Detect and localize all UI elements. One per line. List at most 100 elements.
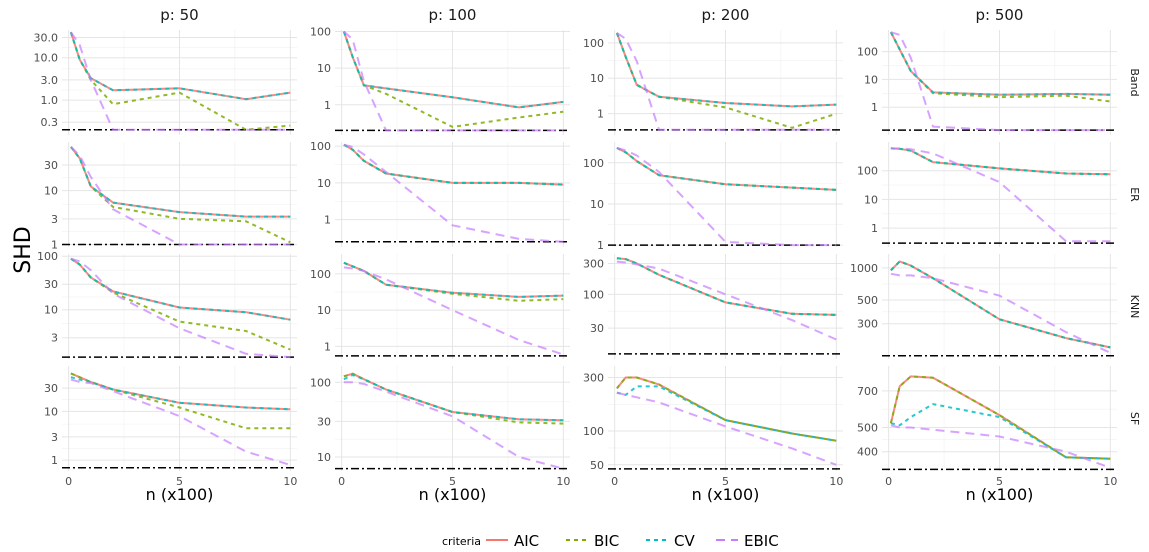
series-line-ebic <box>890 424 1111 469</box>
panel-p-500-er: 1 10 100 <box>857 142 1117 247</box>
y-tick-label: 1 <box>597 239 604 252</box>
y-tick-label: 30 <box>590 322 604 335</box>
x-axis-title-col2: n (x100) <box>419 485 487 504</box>
legend-item-bic: BIC <box>566 532 619 550</box>
row-strip-sf: SF <box>1128 412 1141 425</box>
legend-item-ebic: EBIC <box>716 532 779 550</box>
series-line-ebic <box>70 31 291 131</box>
panel-p-200-er: 1 10 100 <box>583 142 843 252</box>
y-tick-label: 30.0 <box>34 31 59 44</box>
column-strip-p-500: p: 500 <box>976 6 1024 24</box>
panels-layer: 0.31.03.010.030.011010011010011010013103… <box>34 6 1142 488</box>
series-line-aic <box>615 32 837 108</box>
series-line-bic <box>890 260 1111 349</box>
x-tick-label: 5 <box>176 475 183 488</box>
panel-p-50-band: 0.3 1.0 3.0 10.0 30.0 <box>34 30 297 135</box>
series-line-cv <box>69 31 291 101</box>
y-tick-label: 1 <box>597 108 604 121</box>
legend-label-cv: CV <box>674 532 695 550</box>
row-strip-er: ER <box>1128 187 1141 202</box>
series-line-bic <box>342 31 564 128</box>
y-tick-label: 100 <box>583 37 604 50</box>
series-line-ebic <box>890 31 1111 132</box>
y-tick-label: 3.0 <box>41 74 59 87</box>
series-line-cv <box>615 32 837 108</box>
series-line-ebic <box>70 257 291 359</box>
y-tick-label: 0.3 <box>41 116 59 129</box>
series-line-bic <box>70 372 291 430</box>
series-line-ebic <box>890 147 1111 243</box>
series-line-bic <box>889 375 1111 460</box>
series-line-cv <box>343 261 564 298</box>
x-tick-label: 5 <box>449 475 456 488</box>
y-tick-label: 10 <box>317 62 331 75</box>
series-line-bic <box>70 257 291 351</box>
x-tick-label: 0 <box>611 475 618 488</box>
series-line-cv <box>70 376 291 411</box>
y-tick-label: 100 <box>310 26 331 39</box>
y-tick-label: 10 <box>864 193 878 206</box>
y-tick-label: 10 <box>44 405 58 418</box>
y-tick-label: 1 <box>324 99 331 112</box>
series-line-bic <box>343 372 564 425</box>
panel-p-200-band: 1 10 100 <box>583 30 843 135</box>
y-tick-label: 10 <box>864 73 878 86</box>
y-tick-label: 3 <box>51 213 58 226</box>
panel-p-50-sf: 1 3 10 30 0 5 10 <box>44 366 297 488</box>
y-tick-label: 30 <box>44 159 58 172</box>
y-tick-label: 1.0 <box>41 94 59 107</box>
series-line-bic <box>70 146 291 244</box>
column-strip-p-100: p: 100 <box>429 6 477 24</box>
panel-p-100-er: 1 10 100 <box>310 140 570 247</box>
series-line-cv <box>616 147 837 191</box>
y-tick-label: 100 <box>310 140 331 153</box>
series-line-aic <box>342 31 564 109</box>
y-tick-label: 100 <box>583 288 604 301</box>
legend: criteria AIC BIC CV EBIC <box>442 532 779 550</box>
y-tick-label: 1 <box>324 214 331 227</box>
series-line-aic <box>70 257 291 321</box>
y-tick-label: 500 <box>857 294 878 307</box>
y-tick-label: 10.0 <box>34 52 59 65</box>
y-tick-label: 10 <box>317 177 331 190</box>
series-line-aic <box>70 372 291 411</box>
y-tick-label: 100 <box>583 425 604 438</box>
row-strip-band: Band <box>1128 68 1141 96</box>
series-line-aic <box>890 260 1111 349</box>
panel-p-500-band: 1 10 100 <box>857 30 1117 135</box>
legend-title: criteria <box>442 535 481 548</box>
panel-p-50-er: 1 3 10 30 <box>44 142 297 252</box>
y-axis-title: SHD <box>11 226 36 273</box>
series-line-ebic <box>343 381 564 470</box>
series-line-ebic <box>343 266 564 356</box>
series-line-cv <box>616 385 837 442</box>
y-tick-label: 100 <box>857 46 878 59</box>
x-tick-label: 0 <box>338 475 345 488</box>
y-tick-label: 10 <box>44 304 58 317</box>
y-tick-label: 100 <box>37 250 58 263</box>
y-tick-label: 300 <box>857 318 878 331</box>
x-axis-title-col3: n (x100) <box>692 485 760 504</box>
panel-p-500-sf: 400 500 700 0 5 10 <box>857 366 1117 488</box>
series-line-ebic <box>343 143 564 243</box>
series-line-ebic <box>343 30 564 132</box>
y-tick-label: 10 <box>590 72 604 85</box>
y-tick-label: 100 <box>310 376 331 389</box>
x-tick-label: 5 <box>722 475 729 488</box>
y-tick-label: 400 <box>857 446 878 459</box>
legend-item-aic: AIC <box>486 532 539 550</box>
panel-p-50-knn: 3 10 30 100 <box>37 250 297 359</box>
y-tick-label: 30 <box>44 382 58 395</box>
series-line-cv <box>342 31 564 109</box>
y-tick-label: 1 <box>51 454 58 467</box>
series-line-ebic <box>890 272 1111 354</box>
x-tick-label: 0 <box>65 475 72 488</box>
y-tick-label: 300 <box>583 372 604 385</box>
panel-p-100-knn: 1 10 100 <box>310 254 570 359</box>
x-tick-label: 0 <box>885 475 892 488</box>
series-line-cv <box>890 403 1111 460</box>
series-line-bic <box>343 261 564 302</box>
legend-label-bic: BIC <box>594 532 619 550</box>
y-tick-label: 50 <box>590 459 604 472</box>
